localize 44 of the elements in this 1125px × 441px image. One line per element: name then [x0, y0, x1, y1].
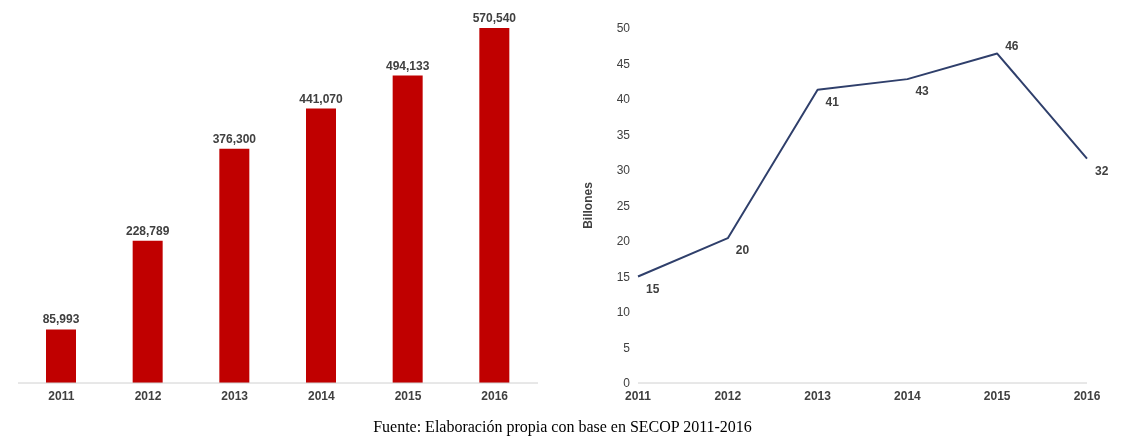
y-tick-label: 25	[616, 198, 631, 213]
bar	[46, 329, 76, 383]
bar	[392, 75, 423, 383]
data-label: 15	[646, 281, 660, 296]
x-tick-label: 2013	[804, 388, 832, 403]
x-tick-label: 2016	[1073, 388, 1101, 403]
bar	[479, 28, 510, 383]
bar	[306, 108, 336, 383]
y-tick-label: 5	[623, 340, 631, 355]
x-tick-label: 2014	[307, 388, 335, 403]
y-axis-title: Billones	[581, 181, 596, 229]
data-label: 494,133	[385, 58, 430, 73]
data-label: 228,789	[125, 223, 170, 238]
x-tick-label: 2011	[624, 388, 652, 403]
y-tick-label: 40	[616, 92, 631, 107]
bar	[219, 148, 250, 383]
x-tick-label: 2015	[983, 388, 1011, 403]
data-label: 41	[825, 94, 840, 109]
y-tick-label: 0	[623, 376, 631, 391]
x-tick-label: 2013	[221, 388, 249, 403]
x-tick-label: 2016	[481, 388, 509, 403]
x-tick-label: 2014	[894, 388, 922, 403]
y-tick-label: 45	[616, 56, 631, 71]
y-tick-label: 50	[616, 21, 631, 36]
y-tick-label: 35	[616, 127, 631, 142]
data-label: 441,070	[299, 91, 344, 106]
data-label: 46	[1005, 38, 1019, 53]
source-note: Fuente: Elaboración propia con base en SECOP 2011-2016	[372, 418, 753, 436]
y-tick-label: 30	[616, 163, 631, 178]
x-tick-label: 2015	[394, 388, 422, 403]
y-tick-label: 10	[616, 305, 631, 320]
bar	[132, 240, 163, 383]
x-tick-label: 2012	[714, 388, 742, 403]
data-label: 32	[1095, 163, 1109, 178]
data-label: 85,993	[42, 312, 80, 327]
y-tick-label: 20	[616, 234, 631, 249]
x-tick-label: 2012	[134, 388, 162, 403]
line-series	[637, 52, 1088, 278]
y-tick-label: 15	[616, 269, 631, 284]
data-label: 376,300	[212, 131, 257, 146]
data-label: 20	[735, 243, 750, 258]
data-label: 570,540	[472, 11, 517, 25]
x-tick-label: 2011	[48, 388, 75, 403]
data-label: 43	[915, 84, 930, 99]
